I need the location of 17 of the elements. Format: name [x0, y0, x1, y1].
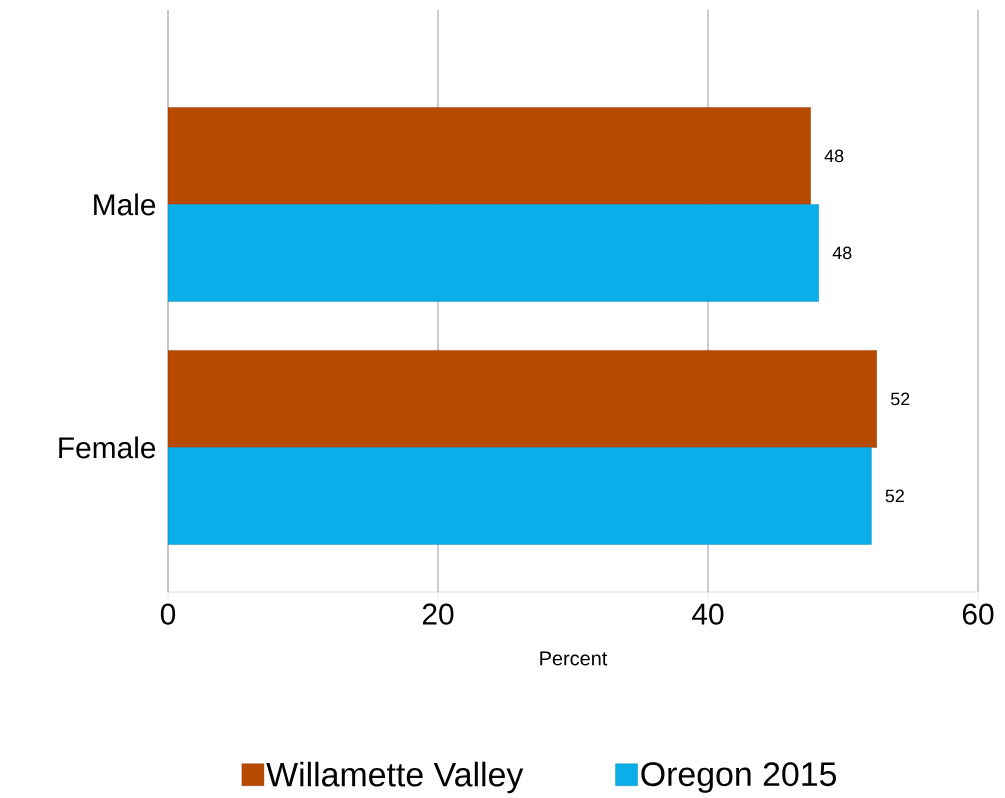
y-tick-label: Female: [59, 436, 156, 459]
x-tick-label: 60: [962, 603, 994, 625]
bar: [168, 107, 811, 205]
bar: [168, 447, 872, 545]
y-tick-label: Male: [94, 193, 156, 216]
data-label: 52: [891, 392, 910, 406]
data-label: 52: [885, 489, 904, 503]
x-tick-label: 40: [692, 603, 724, 625]
data-label: 48: [824, 149, 844, 163]
data-label: 48: [832, 246, 852, 260]
bar: [168, 350, 877, 448]
legend-label: Willamette Valley: [266, 761, 524, 794]
x-tick-label: 20: [422, 603, 454, 625]
x-axis-title: Percent: [540, 651, 608, 666]
legend-label: Oregon 2015: [641, 762, 837, 793]
x-tick-label: 0: [160, 603, 176, 625]
bar: [168, 204, 819, 302]
